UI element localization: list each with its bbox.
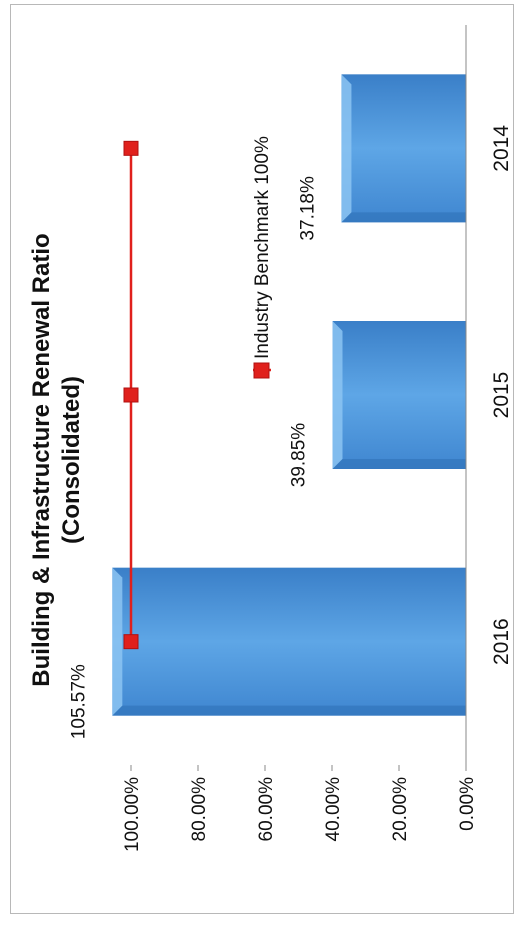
- category-label-2016: 2016: [490, 618, 513, 665]
- value-tick-label: 100.00%: [122, 777, 143, 852]
- bars-layer: [112, 74, 466, 716]
- chart-svg: 0.00% 20.00% 40.00% 60.00% 80.00% 100.00% 105…: [28, 25, 513, 852]
- value-tick-label: 80.00%: [189, 777, 210, 842]
- bar-2016: [112, 567, 466, 716]
- value-tick-label: 20.00%: [390, 777, 411, 842]
- bar-shade-2016: [112, 705, 466, 716]
- bar-2014: [341, 74, 466, 223]
- benchmark-marker-2014: [123, 140, 139, 156]
- category-label-2015: 2015: [490, 372, 513, 419]
- labels-layer: 105.57% 2016 39.85% 2015 37.18% 2014: [68, 125, 513, 740]
- chart-subtitle: (Consolidated): [58, 376, 85, 544]
- rotated-plot: 0.00% 20.00% 40.00% 60.00% 80.00% 100.00% 105…: [28, 25, 513, 852]
- legend: Industry Benchmark 100%: [252, 136, 273, 379]
- data-label-2014: 37.18%: [297, 176, 318, 241]
- value-tick-label: 40.00%: [323, 777, 344, 842]
- chart-frame: 0.00% 20.00% 40.00% 60.00% 80.00% 100.00% 105…: [10, 4, 514, 914]
- legend-label: Industry Benchmark 100%: [252, 136, 273, 359]
- data-label-2016: 105.57%: [68, 664, 89, 739]
- legend-marker-icon: [253, 362, 270, 379]
- bar-2015: [332, 321, 466, 469]
- bar-bevel-2014: [341, 74, 352, 223]
- benchmark-marker-2016: [123, 634, 139, 650]
- bar-bevel-2016: [112, 567, 123, 716]
- chart-title: Building & Infrastructure Renewal Ratio: [28, 233, 55, 686]
- value-tick-label: 60.00%: [256, 777, 277, 842]
- category-label-2014: 2014: [490, 125, 513, 172]
- data-label-2015: 39.85%: [289, 423, 310, 488]
- value-tick-label: 0.00%: [457, 777, 478, 831]
- bar-shade-2015: [332, 459, 466, 469]
- benchmark-line-layer: [123, 140, 139, 650]
- axis-layer: 0.00% 20.00% 40.00% 60.00% 80.00% 100.00%: [122, 25, 478, 852]
- benchmark-marker-2015: [123, 387, 139, 403]
- bar-shade-2014: [341, 212, 466, 223]
- bar-bevel-2015: [332, 321, 343, 469]
